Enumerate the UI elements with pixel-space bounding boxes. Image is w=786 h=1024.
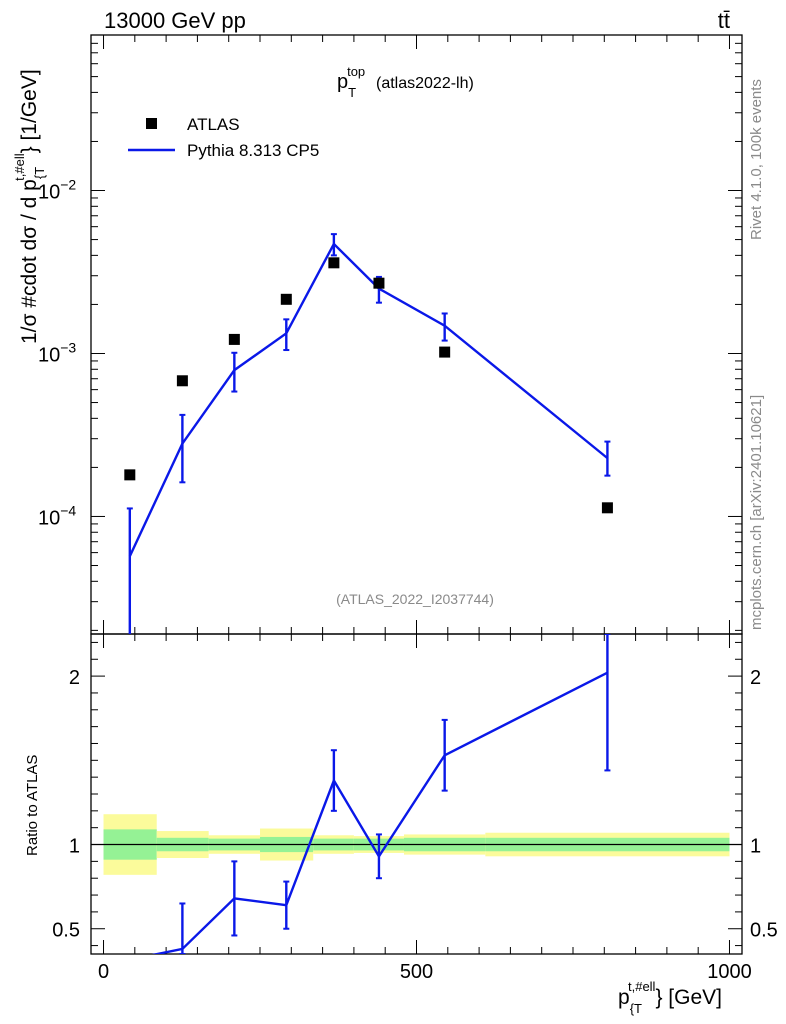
- atlas-point: [439, 346, 451, 358]
- ratio-line: [151, 671, 608, 954]
- atlas-series: [124, 257, 613, 514]
- atlas-point: [280, 293, 292, 305]
- title-main: p: [337, 71, 348, 93]
- pythia-line: [128, 241, 609, 557]
- rivet-label: Rivet 4.1.0, 100k events: [748, 79, 765, 240]
- xlabel-sub: {T: [630, 1001, 642, 1016]
- atlas-point: [176, 375, 188, 387]
- x-axis-label: p{T t,#ell} [GeV]: [618, 979, 722, 1016]
- ylabel-sub: {T: [32, 167, 47, 179]
- legend-atlas-label: ATLAS: [187, 115, 240, 134]
- pythia-series: [126, 233, 611, 634]
- ratio-ylabel: Ratio to ATLAS: [24, 755, 41, 856]
- plot-title-tag: (atlas2022-lh): [376, 75, 474, 92]
- ratio-y-tick-label-right: 2: [750, 667, 761, 689]
- title-sup: top: [347, 64, 365, 79]
- process-label: tt̄: [718, 8, 730, 33]
- xlabel-rest: } [GeV]: [655, 986, 722, 1009]
- ratio-series: [151, 634, 611, 954]
- legend-pythia-label: Pythia 8.313 CP5: [187, 141, 319, 160]
- y-tick-label: 10−2: [38, 177, 76, 204]
- xlabel-sup: t,#ell: [628, 979, 656, 994]
- legend-atlas-marker: [146, 118, 157, 129]
- atlas-point: [601, 502, 613, 514]
- y-tick-label: 10−3: [38, 339, 76, 366]
- ratio-y-tick-label: 2: [69, 667, 80, 689]
- ylabel-sup: t,#ell: [12, 153, 27, 181]
- title-sub: T: [348, 85, 356, 100]
- x-tick-label: 500: [400, 961, 433, 983]
- ylabel-rest: } [1/GeV]: [18, 69, 41, 153]
- axis-ticks: 0 500 1000 10−4 10−3 10−2 0.5 0.5 1 1 2 2: [38, 34, 778, 983]
- xlabel-main: p: [618, 986, 630, 1009]
- x-tick-label: 0: [98, 961, 109, 983]
- main-ylabel: 1/σ #cdot dσ / d p{T t,#ell} [1/GeV]: [12, 69, 47, 344]
- ylabel-main: 1/σ #cdot dσ / d p: [18, 179, 41, 344]
- ratio-panel-frame: [90, 633, 743, 955]
- plot-title: pTtop: [337, 64, 365, 100]
- mcplots-label: mcplots.cern.ch [arXiv:2401.10621]: [748, 395, 765, 630]
- y-tick-label: 10−4: [38, 502, 76, 529]
- ratio-y-tick-label-right: 0.5: [750, 920, 778, 942]
- x-tick-label: 1000: [707, 961, 752, 983]
- ratio-y-tick-label: 0.5: [52, 920, 80, 942]
- atlas-point: [328, 257, 340, 269]
- ratio-clipped-group: [151, 634, 611, 954]
- atlas-point: [124, 469, 136, 481]
- atlas-point: [373, 277, 385, 289]
- analysis-watermark: (ATLAS_2022_I2037744): [336, 591, 494, 607]
- energy-label: 13000 GeV pp: [104, 8, 246, 33]
- ratio-y-tick-label: 1: [69, 836, 80, 858]
- ratio-y-tick-label-right: 1: [750, 836, 761, 858]
- atlas-point: [228, 333, 240, 345]
